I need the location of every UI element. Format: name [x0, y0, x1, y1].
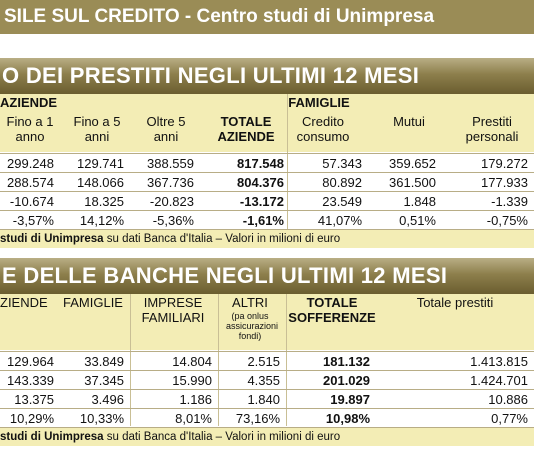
- col-header-totale-aziende: TOTALE AZIENDE: [217, 114, 275, 144]
- table-cell: -3,57%: [12, 213, 54, 228]
- source-text: su dati Banca d'Italia – Valori in milio…: [103, 233, 341, 245]
- section1-header: AZIENDE FAMIGLIE Fino a 1 anno Fino a 5 an…: [0, 94, 534, 152]
- table-cell: 10,33%: [79, 411, 124, 426]
- table-cell: 179.272: [481, 156, 528, 171]
- col-header-totale-prestiti: Totale prestiti: [416, 295, 494, 310]
- section1-title: O DEI PRESTITI NEGLI ULTIMI 12 MESI: [2, 63, 420, 88]
- table-cell: -1,61%: [242, 213, 284, 228]
- table-cell: 37.345: [84, 373, 124, 388]
- table-cell: -13.172: [239, 194, 284, 209]
- col-header-mutui: Mutui: [393, 114, 425, 129]
- table-cell: 8,01%: [175, 411, 212, 426]
- col-header-prestiti-personali: Prestiti personali: [465, 114, 519, 144]
- table-cell: 10,98%: [325, 411, 370, 426]
- table-cell: 14,12%: [79, 213, 124, 228]
- table-cell: 143.339: [7, 373, 54, 388]
- section2-title: E DELLE BANCHE NEGLI ULTIMI 12 MESI: [2, 263, 448, 288]
- table-cell: 361.500: [389, 175, 436, 190]
- col-header-altri: ALTRI (pa onlus assicurazioni fondi): [226, 295, 279, 341]
- table-cell: 359.652: [389, 156, 436, 171]
- group-famiglie-label: FAMIGLIE: [288, 95, 350, 110]
- table-cell: 41,07%: [317, 213, 362, 228]
- table-cell: -1.339: [491, 194, 528, 209]
- table-cell: 1.424.701: [470, 373, 528, 388]
- group-aziende-label: AZIENDE: [0, 95, 58, 110]
- source-bold: studi di Unimpresa: [0, 431, 104, 443]
- table-cell: 817.548: [237, 156, 284, 171]
- table-cell: 0,77%: [491, 411, 528, 426]
- col-header-totale-sofferenze: TOTALE SOFFERENZE: [288, 295, 376, 325]
- source-bold: studi di Unimpresa: [0, 233, 104, 245]
- table-row: 299.248 129.741 388.559 817.548 57.343 3…: [0, 153, 534, 173]
- report-title: SILE SUL CREDITO - Centro studi di Unimp…: [4, 6, 435, 27]
- table-cell: 73,16%: [235, 411, 280, 426]
- col-header-oltre-5-anni: Oltre 5 anni: [146, 114, 186, 144]
- table-cell: 13.375: [14, 392, 54, 407]
- section1-source-note: studi di Unimpresa su dati Banca d'Itali…: [0, 229, 534, 248]
- table-cell: 0,51%: [399, 213, 436, 228]
- table-row: 143.339 37.345 15.990 4.355 201.029 1.42…: [0, 370, 534, 390]
- table-cell: 33.849: [84, 354, 124, 369]
- table-cell: 129.964: [7, 354, 54, 369]
- table-cell: 181.132: [323, 354, 370, 369]
- col-header-fino-5-anni: Fino a 5 anni: [73, 114, 121, 144]
- table-row: -10.674 18.325 -20.823 -13.172 23.549 1.…: [0, 191, 534, 211]
- table-cell: 1.840: [247, 392, 280, 407]
- table-cell: 80.892: [322, 175, 362, 190]
- report-title-bar: SILE SUL CREDITO - Centro studi di Unimp…: [0, 0, 534, 34]
- col-header-credito-consumo: Credito consumo: [296, 114, 350, 144]
- table-cell: 4.355: [247, 373, 280, 388]
- section2-source-note: studi di Unimpresa su dati Banca d'Itali…: [0, 427, 534, 446]
- table-cell: 1.186: [179, 392, 212, 407]
- col-header-imprese-familiari: IMPRESE FAMILIARI: [141, 295, 205, 325]
- section1-title-band: O DEI PRESTITI NEGLI ULTIMI 12 MESI: [0, 58, 534, 94]
- table-cell: 2.515: [247, 354, 280, 369]
- table-row: 288.574 148.066 367.736 804.376 80.892 3…: [0, 172, 534, 192]
- table-cell: 3.496: [91, 392, 124, 407]
- col-header-famiglie: FAMIGLIE: [63, 295, 123, 310]
- table-cell: 388.559: [147, 156, 194, 171]
- source-text: su dati Banca d'Italia – Valori in milio…: [103, 431, 341, 443]
- table-cell: 201.029: [323, 373, 370, 388]
- table-cell: 14.804: [172, 354, 212, 369]
- table-row: 129.964 33.849 14.804 2.515 181.132 1.41…: [0, 351, 534, 371]
- table-cell: 1.848: [403, 194, 436, 209]
- table-cell: 10,29%: [9, 411, 54, 426]
- table-cell: 10.886: [488, 392, 528, 407]
- table-cell: 15.990: [172, 373, 212, 388]
- table-row: 10,29% 10,33% 8,01% 73,16% 10,98% 0,77%: [0, 408, 534, 428]
- section2-header: ZIENDE FAMIGLIE IMPRESE FAMILIARI ALTRI (…: [0, 294, 534, 350]
- table-row: -3,57% 14,12% -5,36% -1,61% 41,07% 0,51%…: [0, 210, 534, 230]
- table-cell: 148.066: [77, 175, 124, 190]
- table-cell: 129.741: [77, 156, 124, 171]
- table-cell: -10.674: [9, 194, 54, 209]
- col-header-aziende: ZIENDE: [0, 295, 48, 310]
- section2-title-band: E DELLE BANCHE NEGLI ULTIMI 12 MESI: [0, 258, 534, 294]
- col-header-fino-1-anno: Fino a 1 anno: [6, 114, 54, 144]
- table-cell: 23.549: [322, 194, 362, 209]
- table-cell: 19.897: [330, 392, 370, 407]
- table-row: 13.375 3.496 1.186 1.840 19.897 10.886: [0, 389, 534, 409]
- table-cell: 804.376: [237, 175, 284, 190]
- table-cell: -5,36%: [152, 213, 194, 228]
- table-cell: -0,75%: [486, 213, 528, 228]
- table-cell: 177.933: [481, 175, 528, 190]
- table-cell: 57.343: [322, 156, 362, 171]
- table-cell: 288.574: [7, 175, 54, 190]
- table-cell: 367.736: [147, 175, 194, 190]
- table-cell: 18.325: [84, 194, 124, 209]
- table-cell: -20.823: [149, 194, 194, 209]
- table-cell: 299.248: [7, 156, 54, 171]
- table-cell: 1.413.815: [470, 354, 528, 369]
